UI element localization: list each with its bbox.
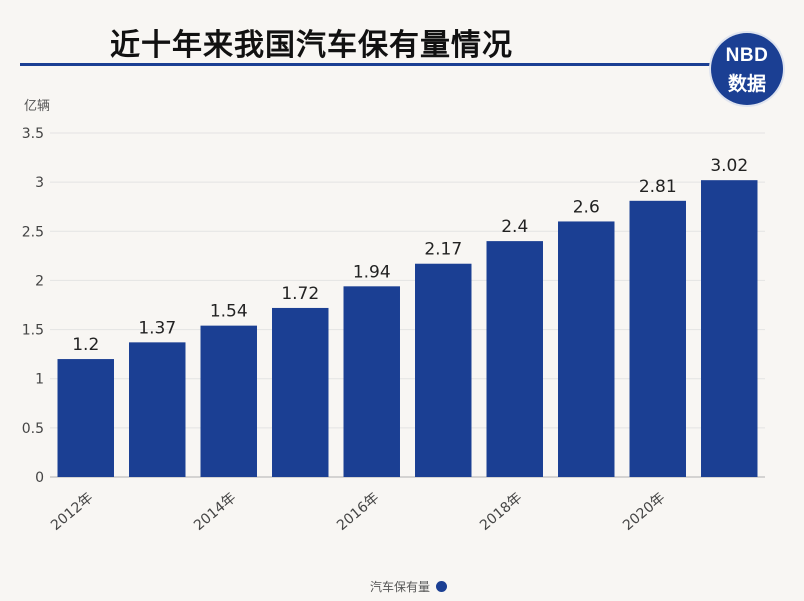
y-tick-label: 1 <box>35 372 44 388</box>
bars <box>57 180 758 478</box>
legend[interactable]: 汽车保有量 <box>370 578 448 595</box>
data-label: 2.81 <box>639 177 677 197</box>
y-tick-label: 1.5 <box>22 323 44 339</box>
y-axis-ticks: 0 0.5 1 1.5 2 2.5 3 3.5 <box>22 126 44 486</box>
data-label: 2.6 <box>573 197 600 217</box>
chart-title: 近十年来我国汽车保有量情况 <box>110 28 513 63</box>
bar[interactable] <box>272 307 329 477</box>
data-label: 2.4 <box>501 217 528 237</box>
data-label: 3.02 <box>710 156 748 176</box>
bar[interactable] <box>129 342 186 477</box>
data-label: 1.2 <box>72 335 99 355</box>
y-tick-label: 0.5 <box>22 421 44 437</box>
bar[interactable] <box>629 200 686 477</box>
x-axis-ticks: 2012年 2014年 2016年 2018年 2020年 <box>48 490 668 534</box>
y-tick-label: 2.5 <box>22 224 44 240</box>
bar[interactable] <box>343 286 400 477</box>
x-tick-label: 2012年 <box>48 490 96 534</box>
y-tick-label: 0 <box>35 470 44 486</box>
data-label: 1.37 <box>138 318 176 338</box>
bar[interactable] <box>558 221 615 477</box>
y-axis-unit: 亿辆 <box>24 99 50 114</box>
x-tick-label: 2014年 <box>191 490 239 534</box>
data-label: 1.54 <box>210 302 248 322</box>
x-tick-label: 2018年 <box>477 490 525 534</box>
y-tick-label: 3.5 <box>22 126 44 142</box>
logo-text-bottom: 数据 <box>727 73 766 95</box>
logo-text-top: NBD <box>725 45 769 66</box>
data-label: 1.94 <box>353 262 391 282</box>
x-tick-label: 2016年 <box>334 490 382 534</box>
title-bar: 近十年来我国汽车保有量情况 <box>0 0 804 80</box>
data-label: 1.72 <box>281 284 319 304</box>
legend-label: 汽车保有量 <box>370 580 431 594</box>
bar[interactable] <box>486 241 543 477</box>
legend-swatch <box>436 581 448 592</box>
data-labels: 1.2 1.37 1.54 1.72 1.94 2.17 2.4 2.6 2.81 3.02 <box>72 156 748 355</box>
data-label: 2.17 <box>424 240 462 260</box>
y-tick-label: 3 <box>35 175 44 191</box>
x-tick-label: 2020年 <box>620 490 668 534</box>
bar[interactable] <box>415 263 472 477</box>
title-underline <box>20 63 710 66</box>
bar[interactable] <box>701 180 758 478</box>
y-tick-label: 2 <box>35 273 44 289</box>
nbd-logo: NBD 数据 <box>711 33 783 105</box>
bar[interactable] <box>57 359 114 477</box>
bar[interactable] <box>200 325 257 477</box>
